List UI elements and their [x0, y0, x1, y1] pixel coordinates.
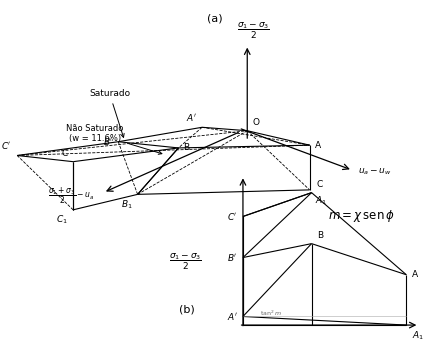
Text: $B_1$: $B_1$ [121, 198, 132, 211]
Text: $B'$: $B'$ [103, 136, 113, 147]
Text: (a): (a) [207, 14, 223, 24]
Text: $C'$: $C'$ [227, 211, 238, 222]
Text: $\tan^2 m$: $\tan^2 m$ [260, 308, 282, 318]
Text: $\dfrac{\sigma_1-\sigma_3}{2}$: $\dfrac{\sigma_1-\sigma_3}{2}$ [237, 21, 270, 41]
Text: B: B [317, 230, 323, 239]
Text: A: A [412, 270, 418, 279]
Text: A: A [315, 141, 321, 150]
Text: $B'$: $B'$ [227, 252, 238, 263]
Text: (b): (b) [179, 304, 195, 314]
Text: C: C [61, 149, 68, 158]
Text: $A_1$: $A_1$ [412, 329, 424, 342]
Text: O: O [252, 118, 259, 127]
Text: B: B [184, 143, 190, 152]
Text: $\dfrac{\sigma_1-\sigma_3}{2}$: $\dfrac{\sigma_1-\sigma_3}{2}$ [169, 251, 202, 272]
Text: Não Saturado
(w = 11.6%): Não Saturado (w = 11.6%) [66, 123, 162, 154]
Text: $A'$: $A'$ [227, 311, 238, 322]
Text: $A'$: $A'$ [186, 112, 197, 123]
Text: $C_1$: $C_1$ [56, 214, 68, 226]
Text: $m = \chi\,\mathrm{sen}\,\phi$: $m = \chi\,\mathrm{sen}\,\phi$ [328, 208, 395, 225]
Text: $A_1$: $A_1$ [315, 194, 327, 206]
Text: $\dfrac{\sigma_1+\sigma_3}{2}-u_a$: $\dfrac{\sigma_1+\sigma_3}{2}-u_a$ [48, 185, 95, 206]
Text: $u_a-u_w$: $u_a-u_w$ [358, 167, 392, 177]
Text: $C'$: $C'$ [1, 140, 12, 151]
Text: C: C [317, 180, 323, 189]
Text: Saturado: Saturado [89, 89, 130, 137]
